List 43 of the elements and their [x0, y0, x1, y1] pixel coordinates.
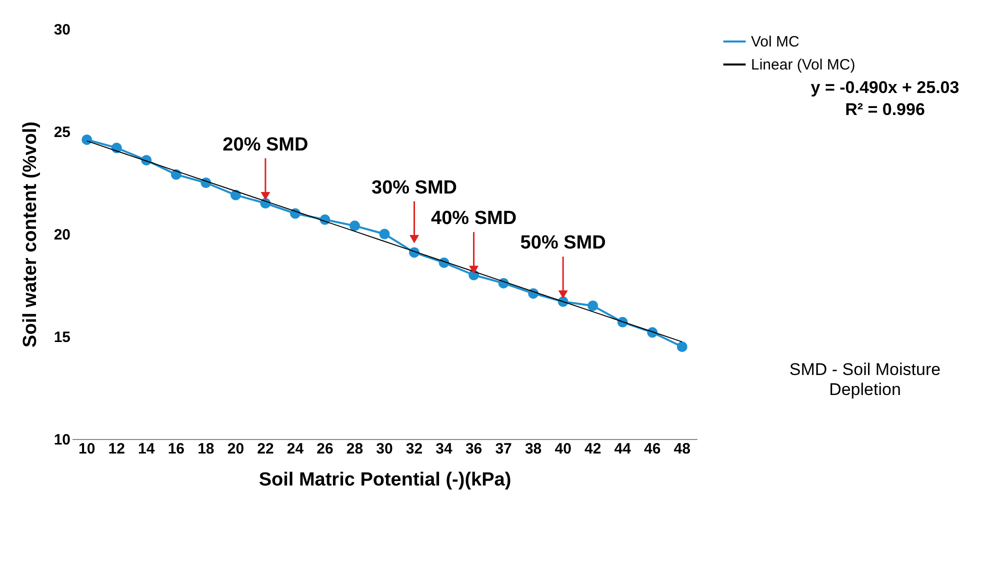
annotation: 30% SMD [371, 177, 458, 198]
x-tick-label: 37 [495, 440, 512, 458]
y-tick-label: 25 [54, 124, 70, 141]
x-tick-label: 40 [554, 440, 572, 458]
y-tick-label: 20 [54, 226, 70, 244]
y-tick-label: 15 [54, 329, 70, 346]
x-tick-label: 10 [78, 440, 96, 458]
x-tick-label: 12 [108, 440, 125, 458]
point [111, 142, 122, 154]
x-tick-label: 36 [465, 440, 482, 458]
x-tick-label: 34 [436, 440, 454, 458]
x-tick-label: 32 [406, 440, 423, 458]
point [379, 228, 390, 240]
text: y = -0.490x + 25.03 [810, 78, 960, 98]
legend-label: Vol MC [751, 34, 800, 50]
x-tick-label: 24 [286, 440, 304, 458]
x-tick-label: 30 [376, 440, 393, 458]
x-tick-label: 28 [346, 440, 364, 458]
x-tick-label: 22 [257, 440, 274, 458]
point [230, 190, 241, 200]
x-tick-label: 48 [674, 440, 690, 458]
x-tick-label: 20 [227, 440, 244, 458]
annotation: 50% SMD [520, 232, 606, 254]
point [676, 342, 688, 352]
y-tick-label: 30 [54, 22, 70, 38]
text: SMD - Soil Moisture Depletion [788, 360, 942, 400]
point [82, 134, 92, 145]
x-tick-label: 46 [644, 440, 661, 458]
annotation: 40% SMD [431, 208, 517, 230]
point [349, 220, 360, 232]
x-tick-label: 14 [138, 440, 156, 458]
x-tick-label: 42 [584, 440, 602, 458]
x-tick-label: 18 [198, 440, 214, 458]
x-axis-title: Soil Matric Potential (-)(kPa) [258, 470, 512, 490]
y-axis-title: Soil water content (%vol) [20, 122, 41, 348]
x-tick-label: 26 [316, 440, 334, 458]
text: R² = 0.996 [844, 100, 926, 120]
x-tick-label: 38 [524, 440, 542, 458]
annotation: 20% SMD [222, 134, 308, 156]
legend-label: Linear (Vol MC) [751, 56, 856, 74]
x-tick-label: 16 [168, 440, 185, 458]
x-tick-label: 44 [614, 440, 632, 458]
point [588, 300, 598, 311]
